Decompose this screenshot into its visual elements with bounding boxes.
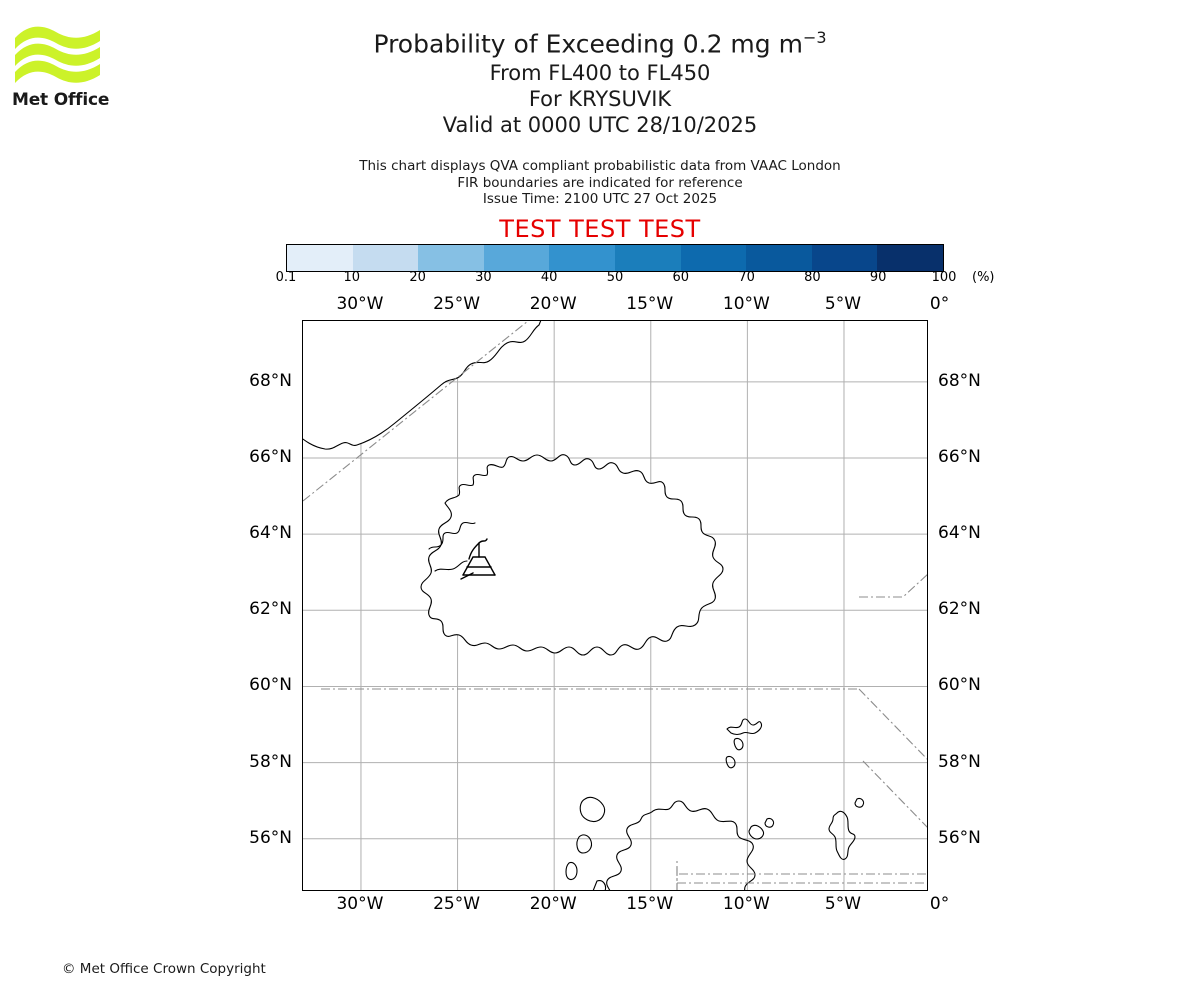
colorbar-tick-60: 60 <box>672 270 690 285</box>
axis-tick-top-0: 30°W <box>336 294 384 314</box>
colorbar-tick-0.1: 0.1 <box>275 270 297 285</box>
colorbar-tick-100: 100 <box>931 270 957 285</box>
colorbar-band-3 <box>483 245 550 271</box>
subtitle-valid-time: Valid at 0000 UTC 28/10/2025 <box>442 113 758 138</box>
colorbar-unit-label: (%) <box>972 270 995 285</box>
subtitle-volcano: For KRYSUVIK <box>528 87 672 112</box>
axis-tick-right-5: 66°N <box>938 447 981 468</box>
colorbar-band-2 <box>418 245 484 271</box>
axis-tick-bottom-4: 10°W <box>722 894 770 914</box>
axis-tick-right-4: 64°N <box>938 523 981 544</box>
axis-tick-right-6: 68°N <box>938 370 981 391</box>
copyright-text: © Met Office Crown Copyright <box>62 961 266 977</box>
axis-tick-right-0: 56°N <box>938 827 981 848</box>
colorbar-tick-10: 10 <box>343 270 361 285</box>
colorbar-band-1 <box>352 245 419 271</box>
colorbar-band-0 <box>287 245 353 271</box>
colorbar-tick-50: 50 <box>606 270 624 285</box>
axis-tick-top-4: 10°W <box>722 294 770 314</box>
test-banner: TEST TEST TEST <box>499 215 701 243</box>
met-office-logo-label: Met Office <box>12 90 110 110</box>
axis-tick-top-6: 0° <box>929 294 950 314</box>
axis-tick-right-3: 62°N <box>938 599 981 620</box>
axis-tick-bottom-0: 30°W <box>336 894 384 914</box>
colorbar-band-5 <box>614 245 681 271</box>
fir-boundaries-secondary <box>676 760 927 890</box>
colorbar-ticks: 0.1 10 20 30 40 50 60 70 80 90 100 <box>276 270 957 288</box>
page-title-exponent: −3 <box>802 28 827 47</box>
subtitle-flight-levels: From FL400 to FL450 <box>489 61 711 86</box>
colorbar-tick-40: 40 <box>540 270 558 285</box>
colorbar-tick-70: 70 <box>738 270 755 285</box>
axis-tick-top-3: 15°W <box>626 294 674 314</box>
colorbar-tick-30: 30 <box>475 270 492 285</box>
axis-tick-right-1: 58°N <box>938 751 981 772</box>
page-title: Probability of Exceeding 0.2 mg m−3 <box>0 22 1200 60</box>
colorbar-band-4 <box>549 245 615 271</box>
colorbar-band-6 <box>680 245 747 271</box>
note-block: This chart displays QVA compliant probab… <box>0 158 1200 208</box>
axis-tick-bottom-6: 0° <box>929 894 950 914</box>
volcano-marker-icon <box>460 538 496 580</box>
axis-tick-top-5: 5°W <box>824 294 862 314</box>
colorbar-band-7 <box>746 245 812 271</box>
axis-tick-left-2: 60°N <box>249 675 292 696</box>
map-svg <box>303 321 927 890</box>
axis-tick-bottom-1: 25°W <box>433 894 481 914</box>
title-block: Probability of Exceeding 0.2 mg m−3 From… <box>0 22 1200 138</box>
colorbar-tick-20: 20 <box>409 270 426 285</box>
page-title-text: Probability of Exceeding 0.2 mg m <box>373 29 803 59</box>
met-office-wave-icon <box>15 26 100 83</box>
colorbar-band-9 <box>877 245 943 271</box>
axis-tick-left-4: 64°N <box>249 523 292 544</box>
colorbar-tick-90: 90 <box>869 270 887 285</box>
axis-tick-top-2: 20°W <box>529 294 577 314</box>
map-panel[interactable] <box>302 320 928 891</box>
colorbar-bands <box>286 244 944 272</box>
coastlines <box>303 321 865 890</box>
axis-tick-bottom-2: 20°W <box>529 894 577 914</box>
axis-tick-left-5: 66°N <box>249 447 292 468</box>
note-issue-time: Issue Time: 2100 UTC 27 Oct 2025 <box>482 191 718 207</box>
axis-tick-left-0: 56°N <box>249 827 292 848</box>
axis-tick-left-6: 68°N <box>249 370 292 391</box>
met-office-logo: Met Office <box>12 22 132 117</box>
axis-tick-bottom-5: 5°W <box>824 894 862 914</box>
axis-tick-bottom-3: 15°W <box>626 894 674 914</box>
colorbar <box>286 244 944 272</box>
note-fir: FIR boundaries are indicated for referen… <box>457 174 743 191</box>
note-qva: This chart displays QVA compliant probab… <box>359 158 841 174</box>
colorbar-band-8 <box>811 245 878 271</box>
axis-tick-top-1: 25°W <box>433 294 481 314</box>
map-gridlines <box>303 321 927 890</box>
colorbar-tick-80: 80 <box>804 270 821 285</box>
axis-tick-left-3: 62°N <box>249 599 292 620</box>
axis-tick-right-2: 60°N <box>938 675 981 696</box>
axis-tick-left-1: 58°N <box>249 751 292 772</box>
